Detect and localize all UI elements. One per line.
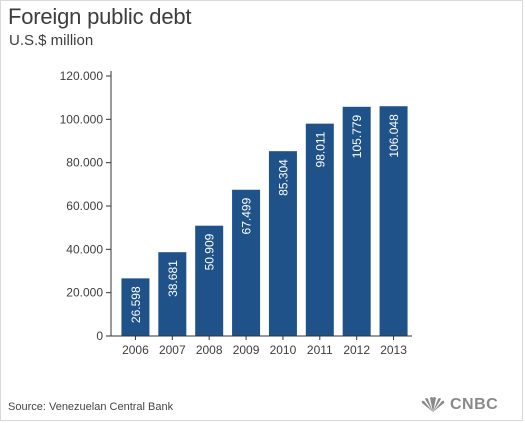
bar (379, 106, 408, 336)
bar (342, 106, 371, 336)
source-note: Source: Venezuelan Central Bank (8, 401, 174, 413)
bar-value-label: 67.499 (240, 197, 254, 234)
y-tick-label: 60.000 (66, 199, 103, 213)
x-axis: 2006 2007 2008 2009 2010 2011 2012 2013 (111, 335, 412, 357)
brand-name: CNBC (450, 396, 499, 413)
peacock-icon (421, 397, 445, 412)
bar (268, 151, 297, 336)
bar-value-label: 38.681 (166, 260, 180, 297)
y-axis: 0 20.000 40.000 60.000 80.000 100.000 120.000 (60, 69, 112, 343)
x-tick-label: 2012 (343, 343, 370, 357)
bar (158, 252, 187, 336)
y-tick-label: 0 (96, 329, 103, 343)
bar (121, 278, 150, 336)
x-tick-label: 2008 (196, 343, 223, 357)
chart-title: Foreign public debt (8, 4, 192, 29)
bar-value-label: 98.011 (313, 131, 327, 167)
x-tick-label: 2010 (270, 343, 297, 357)
bar (195, 225, 224, 336)
y-tick-label: 100.000 (60, 112, 104, 126)
x-tick-label: 2013 (380, 343, 407, 357)
bar-value-label: 106.048 (387, 114, 401, 158)
bar-value-label: 85.304 (276, 159, 290, 196)
y-tick-label: 80.000 (66, 156, 103, 170)
bars: 26.598 38.681 50.909 67.499 85.304 98.011 105.… (121, 106, 408, 337)
bar (305, 123, 334, 337)
cnbc-logo: CNBC (420, 396, 498, 414)
x-tick-label: 2011 (307, 343, 333, 357)
y-tick-label: 120.000 (60, 69, 104, 83)
chart-subtitle: U.S.$ million (9, 32, 94, 49)
bar-value-label: 50.909 (203, 233, 217, 270)
x-tick-label: 2009 (233, 343, 260, 357)
x-tick-label: 2007 (159, 343, 186, 357)
bar-value-label: 26.598 (129, 286, 143, 323)
x-tick-label: 2006 (122, 343, 149, 357)
bar (232, 189, 261, 336)
y-tick-label: 20.000 (66, 286, 103, 300)
bar-value-label: 105.779 (350, 114, 364, 158)
y-tick-label: 40.000 (66, 242, 103, 256)
